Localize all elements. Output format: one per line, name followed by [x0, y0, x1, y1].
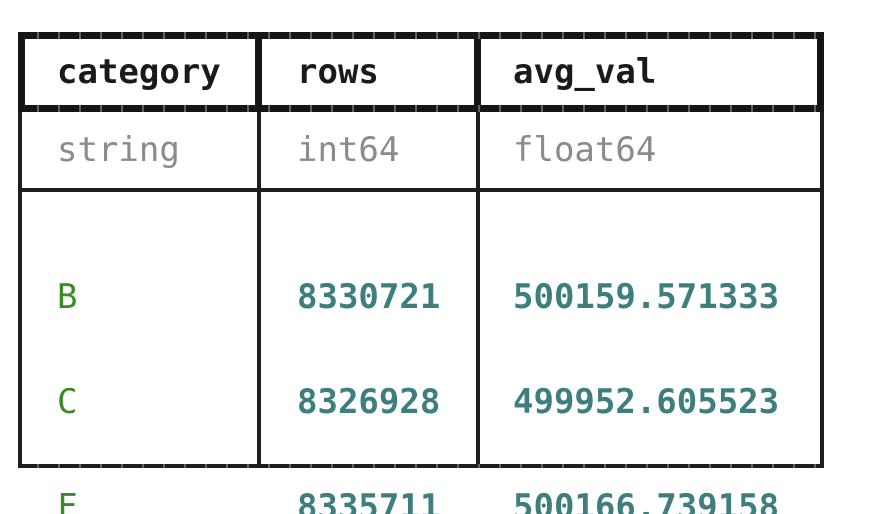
category-column-values: B C F D A E [57, 210, 180, 514]
dtype-avg-val: float64 [513, 130, 657, 170]
category-value: C [57, 382, 78, 422]
category-value: B [57, 277, 78, 317]
avg-val-value: 499952.605523 [513, 382, 780, 422]
dtype-rows: int64 [297, 130, 400, 170]
dataframe-result-table: category rows avg_val string int64 float… [18, 32, 824, 514]
dtype-row-separator [18, 188, 824, 192]
header-column-separator-2 [474, 32, 481, 112]
column-header-category: category [57, 52, 221, 92]
avg-val-column-values: 500159.571333 499952.605523 500166.73915… [513, 210, 779, 514]
avg-val-value: 500159.571333 [513, 277, 780, 317]
rows-value: 8326928 [297, 382, 441, 422]
body-column-separator-2 [476, 112, 480, 464]
avg-val-value: 500166.739158 [513, 487, 780, 514]
column-header-rows: rows [297, 52, 379, 92]
body-column-separator-1 [257, 112, 261, 464]
rows-value: 8335711 [297, 487, 441, 514]
header-column-separator-1 [255, 32, 262, 112]
rows-column-values: 8330721 8326928 8335711 8338523 8331243 … [297, 210, 440, 514]
rows-value: 8330721 [297, 277, 441, 317]
category-value: F [57, 487, 78, 514]
column-header-avg-val: avg_val [513, 52, 657, 92]
dtype-category: string [57, 130, 180, 170]
